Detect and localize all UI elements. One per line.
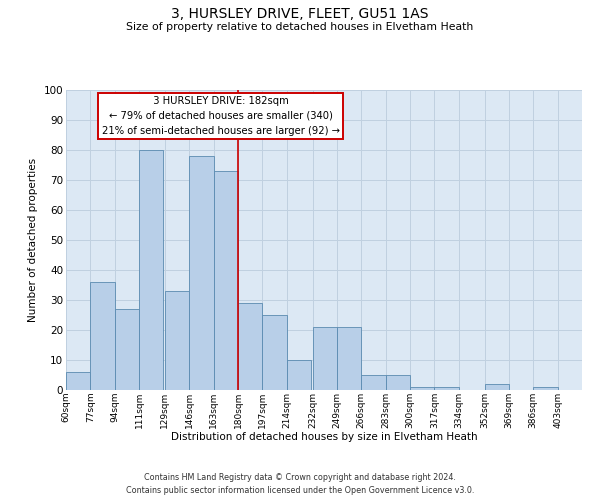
Bar [165,291,189,390]
Bar [91,282,115,390]
Text: Size of property relative to detached houses in Elvetham Heath: Size of property relative to detached ho… [127,22,473,32]
Bar [434,387,459,390]
Bar [238,303,262,390]
Bar [262,315,287,390]
Bar [386,375,410,390]
Bar [337,327,361,390]
Bar [139,150,163,390]
Bar [214,171,238,390]
Bar [410,387,434,390]
Bar [115,309,139,390]
Text: Contains HM Land Registry data © Crown copyright and database right 2024.
Contai: Contains HM Land Registry data © Crown c… [126,473,474,495]
Bar [287,360,311,390]
Bar [189,156,214,390]
Text: 3 HURSLEY DRIVE: 182sqm  
← 79% of detached houses are smaller (340)
21% of semi: 3 HURSLEY DRIVE: 182sqm ← 79% of detache… [102,96,340,136]
Bar [533,387,557,390]
Bar [361,375,386,390]
Text: Distribution of detached houses by size in Elvetham Heath: Distribution of detached houses by size … [170,432,478,442]
Bar [485,384,509,390]
Bar [66,372,91,390]
Y-axis label: Number of detached properties: Number of detached properties [28,158,38,322]
Text: 3, HURSLEY DRIVE, FLEET, GU51 1AS: 3, HURSLEY DRIVE, FLEET, GU51 1AS [171,8,429,22]
Bar [313,327,337,390]
